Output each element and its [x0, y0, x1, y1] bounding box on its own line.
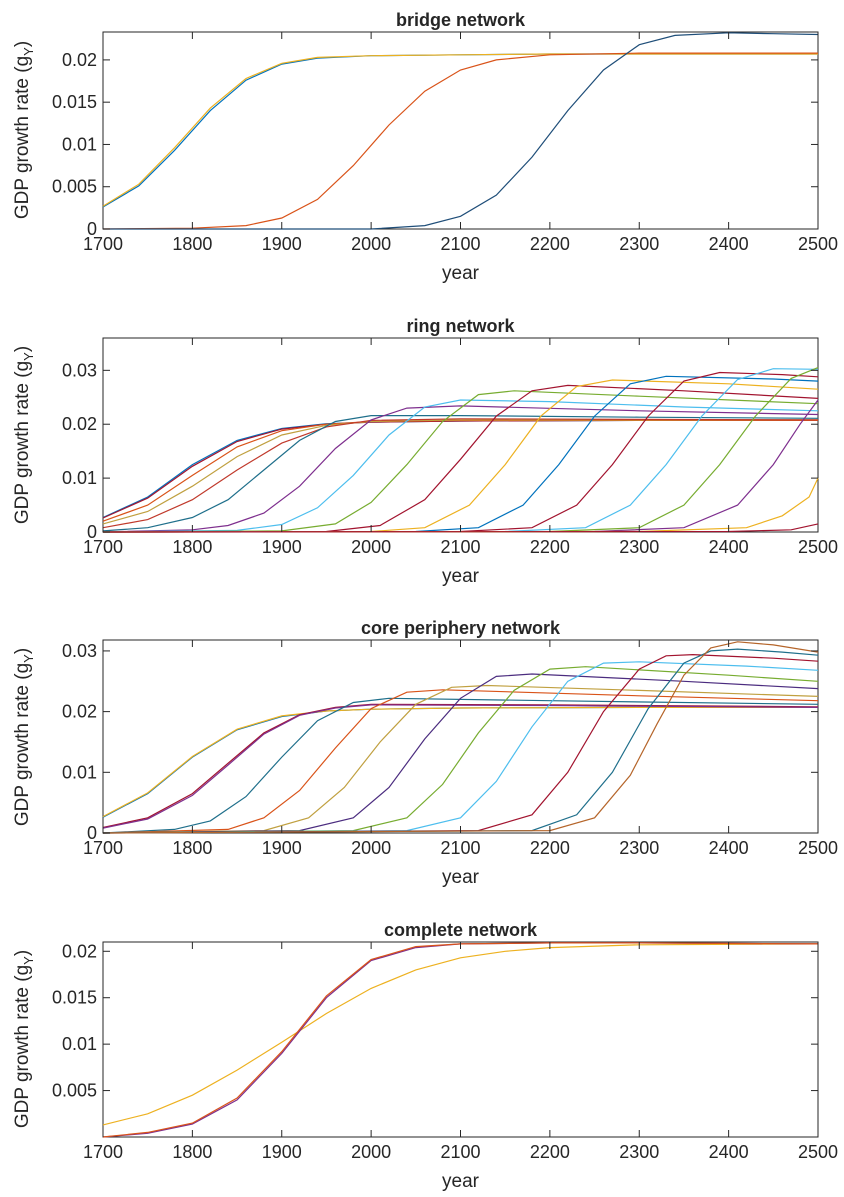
x-tick-label: 1900: [262, 1142, 302, 1162]
chart-panel: 1700 1800 1900 2000 2100 2200 2300 2400 2500 0.00…: [12, 920, 838, 1192]
x-tick-label: 1700: [83, 838, 123, 858]
chart-title: ring network: [406, 316, 515, 336]
chart-title: core periphery network: [361, 618, 561, 638]
x-tick-label: 2100: [440, 1142, 480, 1162]
y-tick-label: 0.015: [52, 92, 97, 112]
x-tick-label: 2100: [440, 838, 480, 858]
x-axis-label: year: [442, 867, 480, 888]
y-tick-label: 0: [87, 522, 97, 542]
series-line: [102, 703, 819, 829]
x-tick-label: 2000: [351, 1142, 391, 1162]
chart-panel: 1700 1800 1900 2000 2100 2200 2300 2400 2500 0 0.0…: [12, 316, 838, 587]
x-tick-label: 2400: [709, 537, 749, 557]
series-line: [102, 418, 819, 529]
chart-title: complete network: [384, 920, 538, 940]
x-tick-label: 1900: [262, 537, 302, 557]
y-tick-label: 0.03: [62, 360, 97, 380]
x-tick-label: 2200: [530, 537, 570, 557]
y-tick-label: 0.02: [62, 414, 97, 434]
x-axis-label: year: [442, 263, 480, 284]
x-tick-label: 2500: [798, 537, 838, 557]
plot-area: [102, 337, 819, 533]
x-tick-label: 2100: [440, 234, 480, 254]
y-tick-label: 0.03: [62, 641, 97, 661]
series-line: [102, 523, 819, 533]
chart-panel: 1700 1800 1900 2000 2100 2200 2300 2400 2500 0 0.0…: [12, 618, 838, 888]
series-line: [102, 673, 819, 834]
x-tick-label: 2500: [798, 234, 838, 254]
x-tick-label: 2200: [530, 1142, 570, 1162]
series-line: [102, 371, 819, 533]
y-tick-label: 0.01: [62, 134, 97, 154]
x-tick-label: 2500: [798, 1142, 838, 1162]
x-tick-label: 1700: [83, 537, 123, 557]
y-tick-label: 0.01: [62, 762, 97, 782]
x-tick-label: 1800: [172, 234, 212, 254]
chart-title: bridge network: [396, 10, 526, 30]
x-tick-label: 1900: [262, 234, 302, 254]
series-line: [102, 367, 819, 533]
x-tick-label: 2300: [619, 234, 659, 254]
y-axis-label: GDP growth rate (gY): [12, 648, 36, 826]
x-axis-label: year: [442, 1171, 480, 1192]
series-line: [102, 666, 819, 834]
y-tick-label: 0: [87, 823, 97, 843]
plot-area: [102, 31, 819, 230]
series-line: [102, 379, 819, 533]
series-line: [102, 689, 819, 834]
chart-panel: 1700 1800 1900 2000 2100 2200 2300 2400 2500 0 0.0…: [12, 10, 838, 284]
x-tick-label: 1800: [172, 838, 212, 858]
y-axis-label: GDP growth rate (gY): [12, 950, 36, 1128]
series-line: [102, 653, 819, 834]
y-tick-label: 0.01: [62, 1034, 97, 1054]
x-tick-label: 2300: [619, 1142, 659, 1162]
series-line: [102, 390, 819, 533]
plot-area: [102, 941, 819, 1138]
y-tick-label: 0.02: [62, 702, 97, 722]
series-line: [102, 399, 819, 533]
x-axis-label: year: [442, 566, 480, 587]
series-line: [102, 704, 819, 829]
y-tick-label: 0.005: [52, 1081, 97, 1101]
y-tick-label: 0.005: [52, 177, 97, 197]
x-tick-label: 2400: [709, 234, 749, 254]
series-line: [102, 375, 819, 533]
x-tick-label: 1700: [83, 234, 123, 254]
y-tick-label: 0.02: [62, 50, 97, 70]
series-line: [102, 942, 819, 1138]
x-tick-label: 2400: [709, 1142, 749, 1162]
x-tick-label: 2400: [709, 838, 749, 858]
series-line: [102, 661, 819, 834]
x-tick-label: 2000: [351, 537, 391, 557]
x-tick-label: 2200: [530, 838, 570, 858]
x-tick-label: 1800: [172, 1142, 212, 1162]
series-line: [102, 648, 819, 834]
x-tick-label: 1800: [172, 537, 212, 557]
x-tick-label: 2300: [619, 537, 659, 557]
plot-area: [102, 639, 819, 834]
series-line: [102, 641, 819, 834]
x-tick-label: 2000: [351, 234, 391, 254]
y-tick-label: 0.02: [62, 941, 97, 961]
x-tick-label: 2500: [798, 838, 838, 858]
x-tick-label: 2100: [440, 537, 480, 557]
series-line: [102, 415, 819, 532]
series-line: [102, 697, 819, 834]
series-line: [102, 419, 818, 525]
y-axis-label: GDP growth rate (gY): [12, 346, 36, 524]
series-line: [102, 405, 819, 533]
y-tick-label: 0: [87, 219, 97, 239]
x-tick-label: 1700: [83, 1142, 123, 1162]
y-axis-label: GDP growth rate (gY): [12, 41, 36, 219]
y-tick-label: 0.01: [62, 468, 97, 488]
x-tick-label: 1900: [262, 838, 302, 858]
x-tick-label: 2000: [351, 838, 391, 858]
series-line: [102, 52, 818, 230]
series-line: [102, 368, 819, 533]
y-tick-label: 0.015: [52, 988, 97, 1008]
x-tick-label: 2300: [619, 838, 659, 858]
x-tick-label: 2200: [530, 234, 570, 254]
